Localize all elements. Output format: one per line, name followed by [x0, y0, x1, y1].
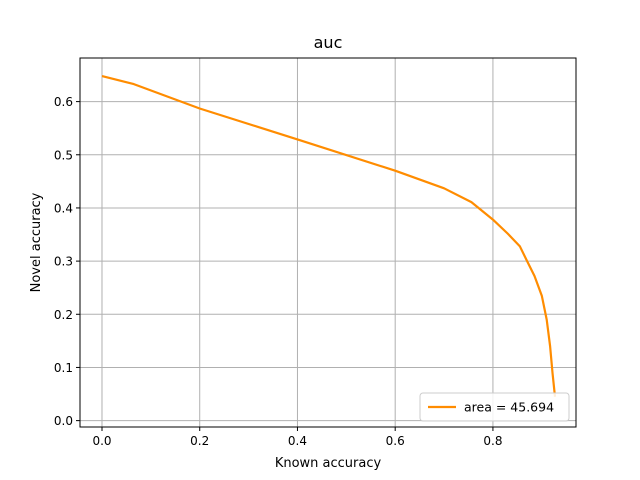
y-tick-label: 0.0 [54, 414, 73, 428]
x-tick-label: 0.2 [190, 434, 209, 448]
x-tick-label: 0.8 [483, 434, 502, 448]
series-layer [101, 75, 557, 397]
y-tick-label: 0.5 [54, 148, 73, 162]
legend-label: area = 45.694 [464, 400, 554, 415]
y-tick-label: 0.3 [54, 255, 73, 269]
legend-box [419, 392, 570, 422]
x-tick-label: 0.4 [288, 434, 307, 448]
y-tick-label: 0.2 [54, 308, 73, 322]
x-axis-label: Known accuracy [275, 456, 382, 471]
legend: area = 45.694 [419, 392, 570, 422]
grid [80, 58, 576, 427]
x-tick-label: 0.6 [386, 434, 405, 448]
plot-area-frame [79, 57, 577, 428]
y-tick-label: 0.4 [54, 201, 73, 215]
chart-title: auc [314, 33, 343, 52]
ticks: 0.0 0.2 0.4 0.6 0.8 0.0 0.1 0.2 0.3 0.4 0.5 0.6 [54, 95, 503, 448]
y-axis-label: Novel accuracy [29, 192, 44, 292]
y-tick-label: 0.1 [54, 361, 73, 375]
x-tick-label: 0.0 [92, 434, 111, 448]
y-tick-label: 0.6 [54, 95, 73, 109]
series-line [101, 75, 557, 397]
